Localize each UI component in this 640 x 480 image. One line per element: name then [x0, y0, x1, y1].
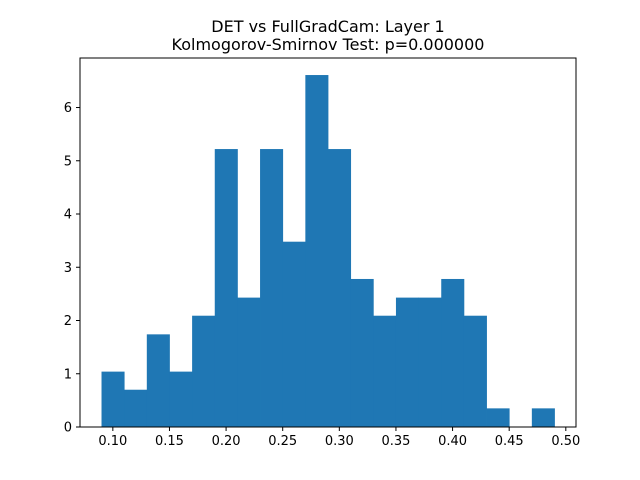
x-axis-ticks: 0.10 0.15 0.20 0.25 0.30 0.35 0.40 0.45 0.50	[98, 427, 580, 449]
y-tick-label: 4	[64, 208, 72, 223]
y-tick-label: 3	[64, 261, 72, 276]
histogram-bar	[373, 315, 397, 427]
plot-area-frame	[79, 57, 577, 428]
histogram-bar	[237, 297, 261, 427]
histogram-bar	[418, 297, 442, 427]
histogram-bar	[101, 371, 125, 427]
y-tick-label: 6	[64, 101, 72, 116]
histogram-bar	[260, 149, 284, 428]
x-tick-label: 0.15	[155, 434, 184, 449]
histogram-bar	[463, 315, 487, 427]
x-tick-label: 0.45	[495, 434, 524, 449]
x-tick-label: 0.35	[381, 434, 410, 449]
y-tick-label: 5	[64, 154, 72, 169]
histogram-bar	[441, 278, 465, 427]
x-tick-label: 0.40	[438, 434, 467, 449]
x-tick-label: 0.50	[551, 434, 580, 449]
x-tick-label: 0.10	[98, 434, 127, 449]
histogram-bar	[169, 371, 193, 427]
histogram-bar	[282, 241, 306, 427]
histogram-bar	[192, 315, 216, 427]
y-tick-label: 0	[64, 421, 72, 436]
histogram-bar	[146, 334, 170, 427]
x-tick-label: 0.20	[212, 434, 241, 449]
histogram-bar	[214, 149, 238, 428]
y-tick-label: 2	[64, 314, 72, 329]
histogram-bar	[305, 75, 329, 427]
histogram-bar	[328, 149, 352, 428]
x-tick-label: 0.25	[268, 434, 297, 449]
histogram-bar	[124, 389, 148, 427]
histogram-bar	[350, 278, 374, 427]
histogram-bar	[395, 297, 419, 427]
chart-subtitle: Kolmogorov-Smirnov Test: p=0.000000	[172, 35, 485, 54]
y-axis-ticks: 0 1 2 3 4 5 6	[64, 101, 80, 436]
histogram-bars	[101, 75, 555, 428]
histogram-bar	[486, 408, 510, 427]
histogram-bar	[531, 408, 555, 427]
y-tick-label: 1	[64, 367, 72, 382]
x-tick-label: 0.30	[325, 434, 354, 449]
chart-title: DET vs FullGradCam: Layer 1	[211, 17, 444, 36]
